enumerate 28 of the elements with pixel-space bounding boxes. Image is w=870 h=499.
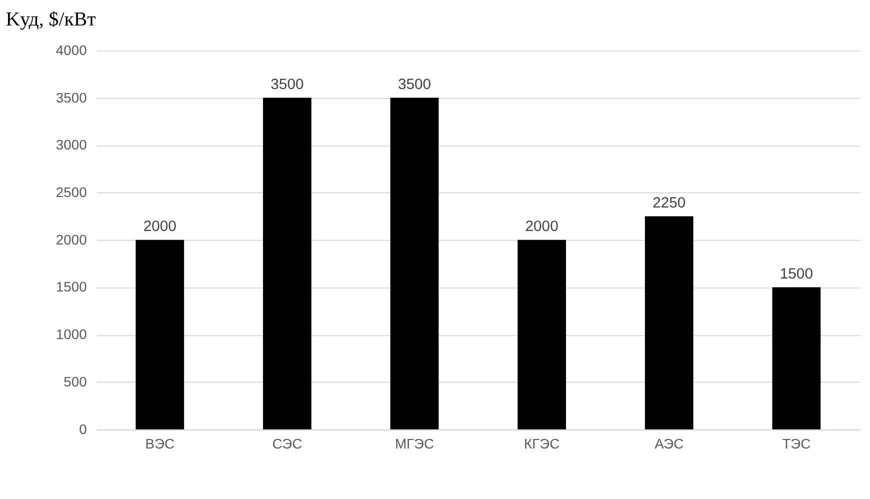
data-label: 2250 (652, 195, 686, 212)
y-tick-label: 4000 (56, 42, 88, 58)
y-tick-label: 3500 (56, 89, 88, 106)
y-tick-label: 2500 (56, 184, 88, 200)
y-tick-label: 0 (79, 420, 88, 437)
y-tick-label: 500 (64, 373, 88, 390)
x-tick-label: ТЭС (782, 436, 811, 452)
bar (772, 287, 821, 430)
data-label: 2000 (143, 218, 176, 235)
y-tick-label: 1500 (56, 278, 88, 295)
bar (644, 216, 694, 430)
bar (136, 240, 184, 430)
data-label: 1500 (780, 266, 813, 282)
bar (518, 240, 566, 430)
x-tick-label: СЭС (272, 436, 302, 452)
x-tick-label: КГЭС (524, 436, 560, 452)
data-label: 3500 (398, 76, 432, 93)
y-tick-label: 3000 (56, 136, 88, 153)
y-axis-title: Kуд, $/кВт (6, 8, 96, 31)
data-label: 2000 (525, 218, 558, 235)
data-label: 3500 (270, 76, 304, 93)
bar (390, 98, 439, 430)
x-tick-label: АЭС (654, 436, 684, 452)
bar (263, 98, 312, 430)
y-tick-label: 2000 (56, 231, 88, 248)
y-tick-label: 1000 (56, 326, 88, 342)
x-tick-label: МГЭС (394, 436, 434, 452)
x-tick-label: ВЭС (145, 436, 175, 452)
